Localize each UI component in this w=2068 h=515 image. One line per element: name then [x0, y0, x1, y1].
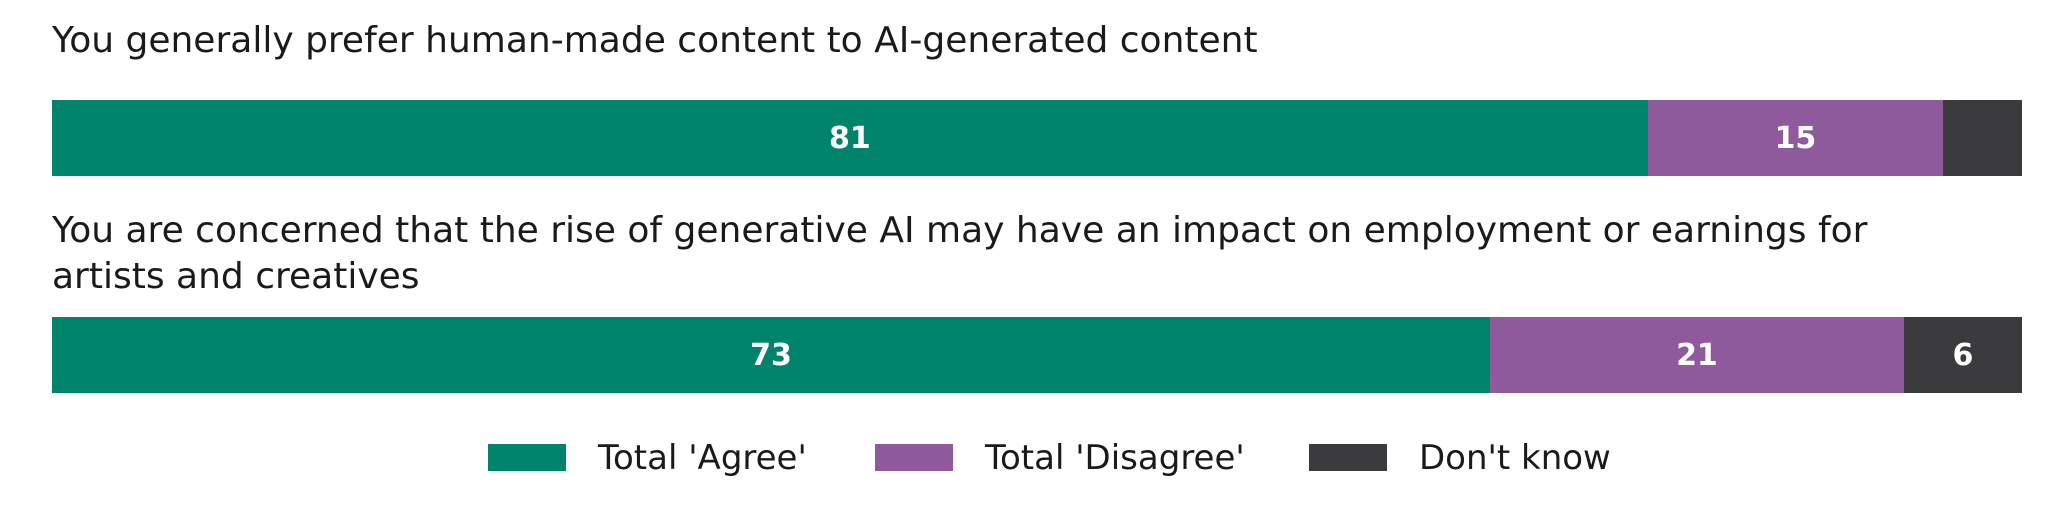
bar-segment: 81 — [52, 100, 1648, 176]
legend-swatch — [875, 444, 953, 471]
category-label: You are concerned that the rise of gener… — [52, 210, 1868, 297]
legend-label: Total 'Disagree' — [985, 438, 1245, 478]
bar-segment: 6 — [1903, 317, 2022, 393]
legend-label: Don't know — [1419, 438, 1611, 478]
data-label: 21 — [1676, 337, 1718, 373]
data-label: 15 — [1774, 120, 1817, 156]
bar-segment: 73 — [52, 317, 1491, 393]
bar-segment — [1943, 100, 2022, 176]
category-label: You generally prefer human-made content … — [52, 20, 1258, 61]
data-label: 6 — [1952, 337, 1974, 373]
data-label: 81 — [828, 120, 871, 156]
bar-segment: 21 — [1490, 317, 1904, 393]
legend-swatch — [1309, 444, 1387, 471]
data-label: 73 — [750, 337, 792, 373]
legend-swatch — [488, 444, 566, 471]
bar-segment: 15 — [1647, 100, 1944, 176]
legend-label: Total 'Agree' — [598, 438, 807, 478]
